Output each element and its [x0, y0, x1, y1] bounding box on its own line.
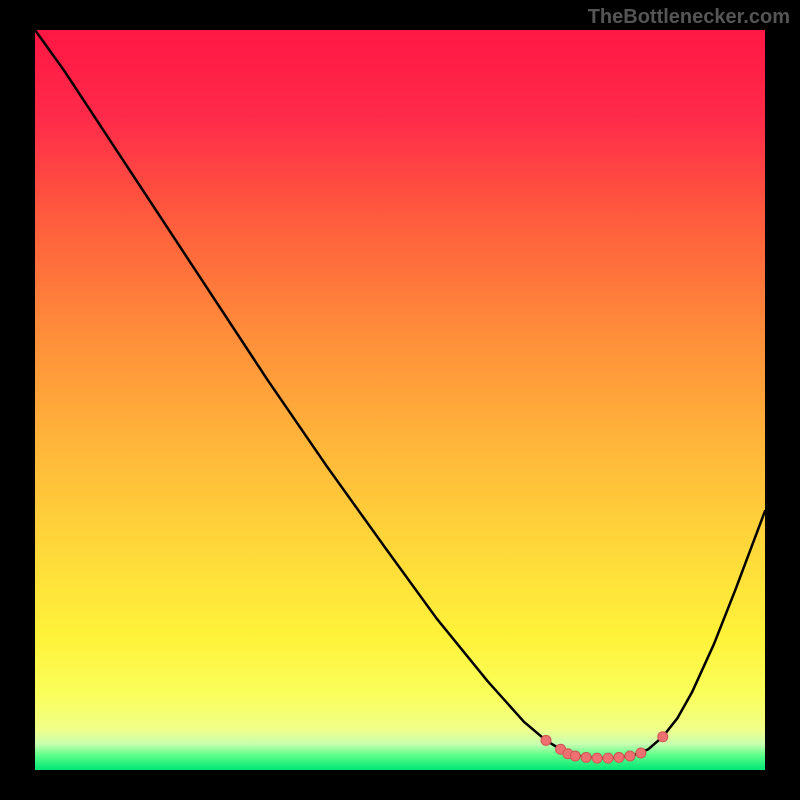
- valley-marker: [570, 751, 580, 761]
- valley-marker: [625, 751, 635, 761]
- valley-marker: [614, 752, 624, 762]
- valley-marker: [658, 732, 668, 742]
- chart-svg: [35, 30, 765, 770]
- gradient-background: [35, 30, 765, 770]
- chart-container: TheBottlenecker.com: [0, 0, 800, 800]
- valley-marker: [541, 735, 551, 745]
- valley-marker: [592, 753, 602, 763]
- valley-marker: [581, 752, 591, 762]
- plot-area: [35, 30, 765, 770]
- valley-marker: [603, 753, 613, 763]
- watermark-text: TheBottlenecker.com: [588, 6, 790, 29]
- valley-marker: [636, 748, 646, 758]
